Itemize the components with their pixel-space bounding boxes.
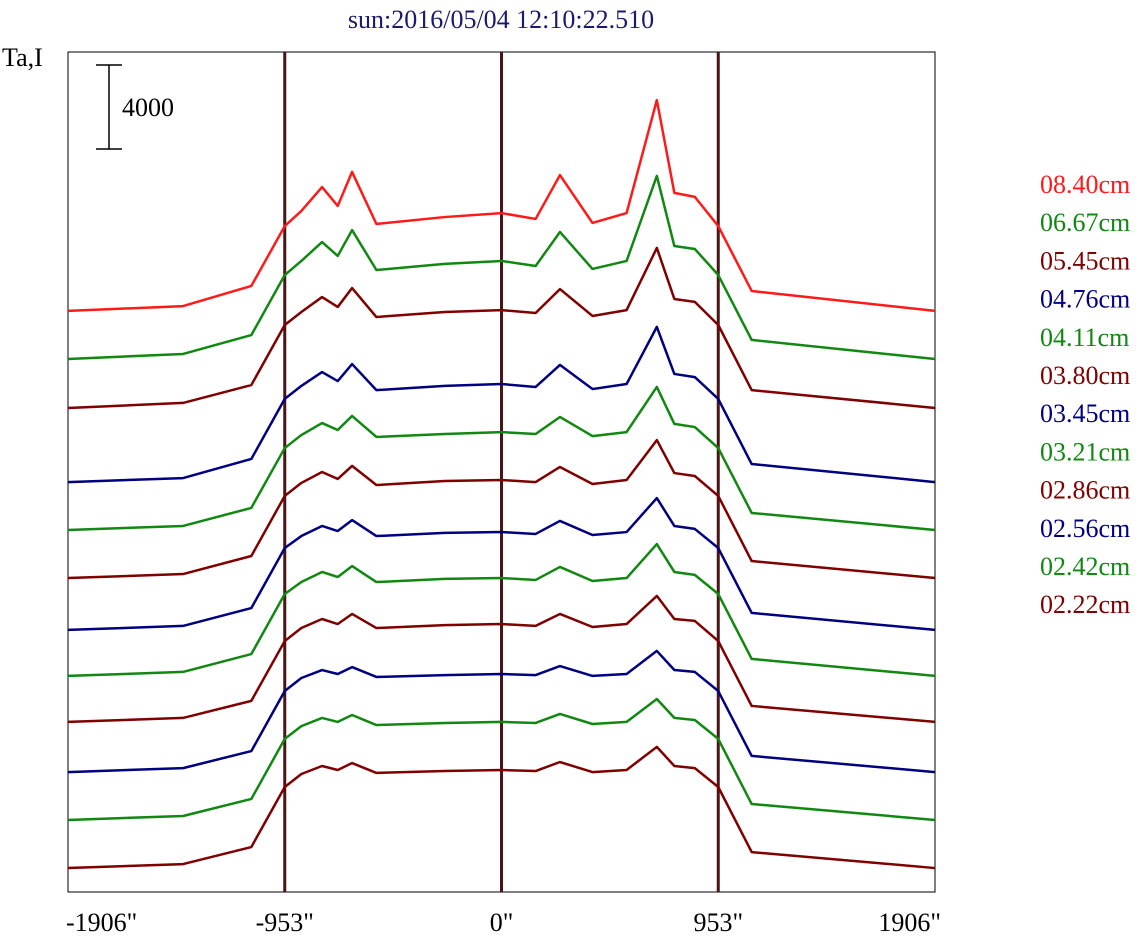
series-line <box>67 649 936 774</box>
legend-label: 02.22cm <box>1040 590 1130 619</box>
series-line <box>67 697 936 822</box>
series-line <box>67 246 936 410</box>
x-tick-label: 953" <box>693 908 743 937</box>
legend-label: 03.45cm <box>1040 399 1130 428</box>
y-axis-label: Ta,I <box>2 43 43 72</box>
legend-label: 05.45cm <box>1040 246 1130 275</box>
legend-label: 08.40cm <box>1040 170 1130 199</box>
series-line <box>67 745 936 870</box>
legend-label: 03.21cm <box>1040 437 1130 466</box>
series-line <box>67 325 936 484</box>
x-tick-label: -1906" <box>66 908 137 937</box>
x-tick-label: -953" <box>256 908 314 937</box>
series-line <box>67 438 936 580</box>
x-tick-label: 0" <box>490 908 514 937</box>
series-line <box>67 542 936 678</box>
legend-label: 02.56cm <box>1040 514 1130 543</box>
legend-label: 04.11cm <box>1040 323 1129 352</box>
legend-label: 06.67cm <box>1040 208 1130 237</box>
legend-label: 02.86cm <box>1040 476 1130 505</box>
chart-title: sun:2016/05/04 12:10:22.510 <box>348 5 654 34</box>
scale-bar-label: 4000 <box>122 93 174 122</box>
series-line <box>67 98 936 313</box>
legend-label: 04.76cm <box>1040 285 1130 314</box>
series-line <box>67 594 936 724</box>
series-line <box>67 496 936 632</box>
series-line <box>67 385 936 532</box>
series-line <box>67 174 936 361</box>
legend-label: 03.80cm <box>1040 361 1130 390</box>
legend-label: 02.42cm <box>1040 552 1130 581</box>
x-tick-label: 1906" <box>878 908 941 937</box>
